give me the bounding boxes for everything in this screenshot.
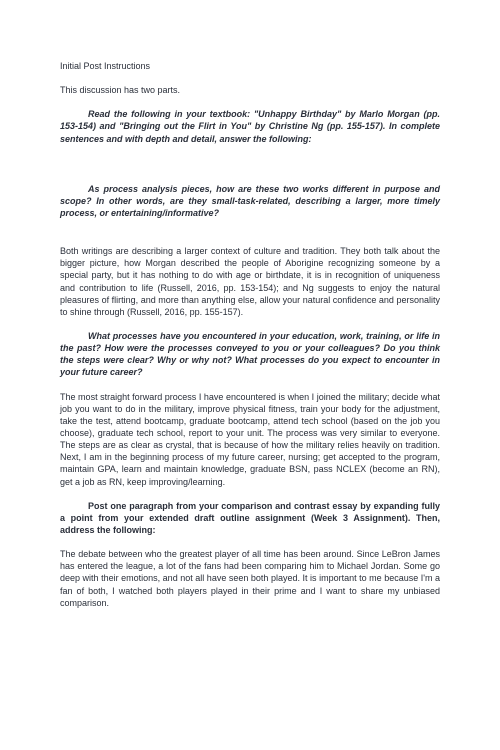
answer-2: The most straight forward process I have… xyxy=(60,391,440,488)
instructions-read: Read the following in your textbook: "Un… xyxy=(60,108,440,144)
header-line2: This discussion has two parts. xyxy=(60,84,440,96)
part-2-instructions: Post one paragraph from your comparison … xyxy=(60,500,440,536)
answer-3: The debate between who the greatest play… xyxy=(60,548,440,609)
header-line1: Initial Post Instructions xyxy=(60,60,440,72)
answer-1: Both writings are describing a larger co… xyxy=(60,245,440,318)
question-2: What processes have you encountered in y… xyxy=(60,330,440,379)
question-1: As process analysis pieces, how are thes… xyxy=(60,183,440,219)
